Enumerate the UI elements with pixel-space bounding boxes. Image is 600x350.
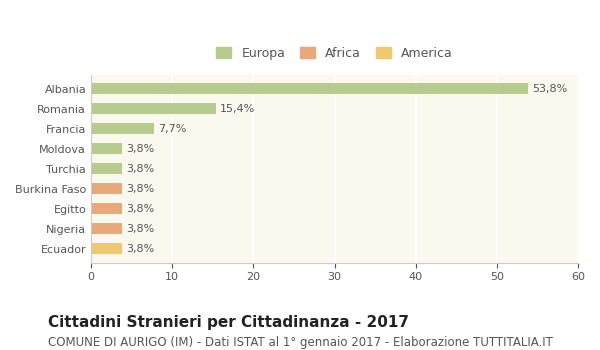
Bar xyxy=(91,103,216,114)
Text: 53,8%: 53,8% xyxy=(532,84,567,94)
Text: 3,8%: 3,8% xyxy=(126,204,154,214)
Bar xyxy=(91,163,122,174)
Text: 3,8%: 3,8% xyxy=(126,184,154,194)
Bar xyxy=(91,83,527,94)
Bar xyxy=(91,183,122,194)
Text: COMUNE DI AURIGO (IM) - Dati ISTAT al 1° gennaio 2017 - Elaborazione TUTTITALIA.: COMUNE DI AURIGO (IM) - Dati ISTAT al 1°… xyxy=(48,336,553,349)
Text: 3,8%: 3,8% xyxy=(126,224,154,234)
Text: 15,4%: 15,4% xyxy=(220,104,256,114)
Bar xyxy=(91,143,122,154)
Text: Cittadini Stranieri per Cittadinanza - 2017: Cittadini Stranieri per Cittadinanza - 2… xyxy=(48,315,409,330)
Bar xyxy=(91,203,122,214)
Bar xyxy=(91,223,122,234)
Text: 3,8%: 3,8% xyxy=(126,164,154,174)
Text: 3,8%: 3,8% xyxy=(126,244,154,254)
Text: 3,8%: 3,8% xyxy=(126,144,154,154)
Bar xyxy=(91,123,154,134)
Legend: Europa, Africa, America: Europa, Africa, America xyxy=(217,47,453,60)
Bar xyxy=(91,243,122,254)
Text: 7,7%: 7,7% xyxy=(158,124,186,134)
